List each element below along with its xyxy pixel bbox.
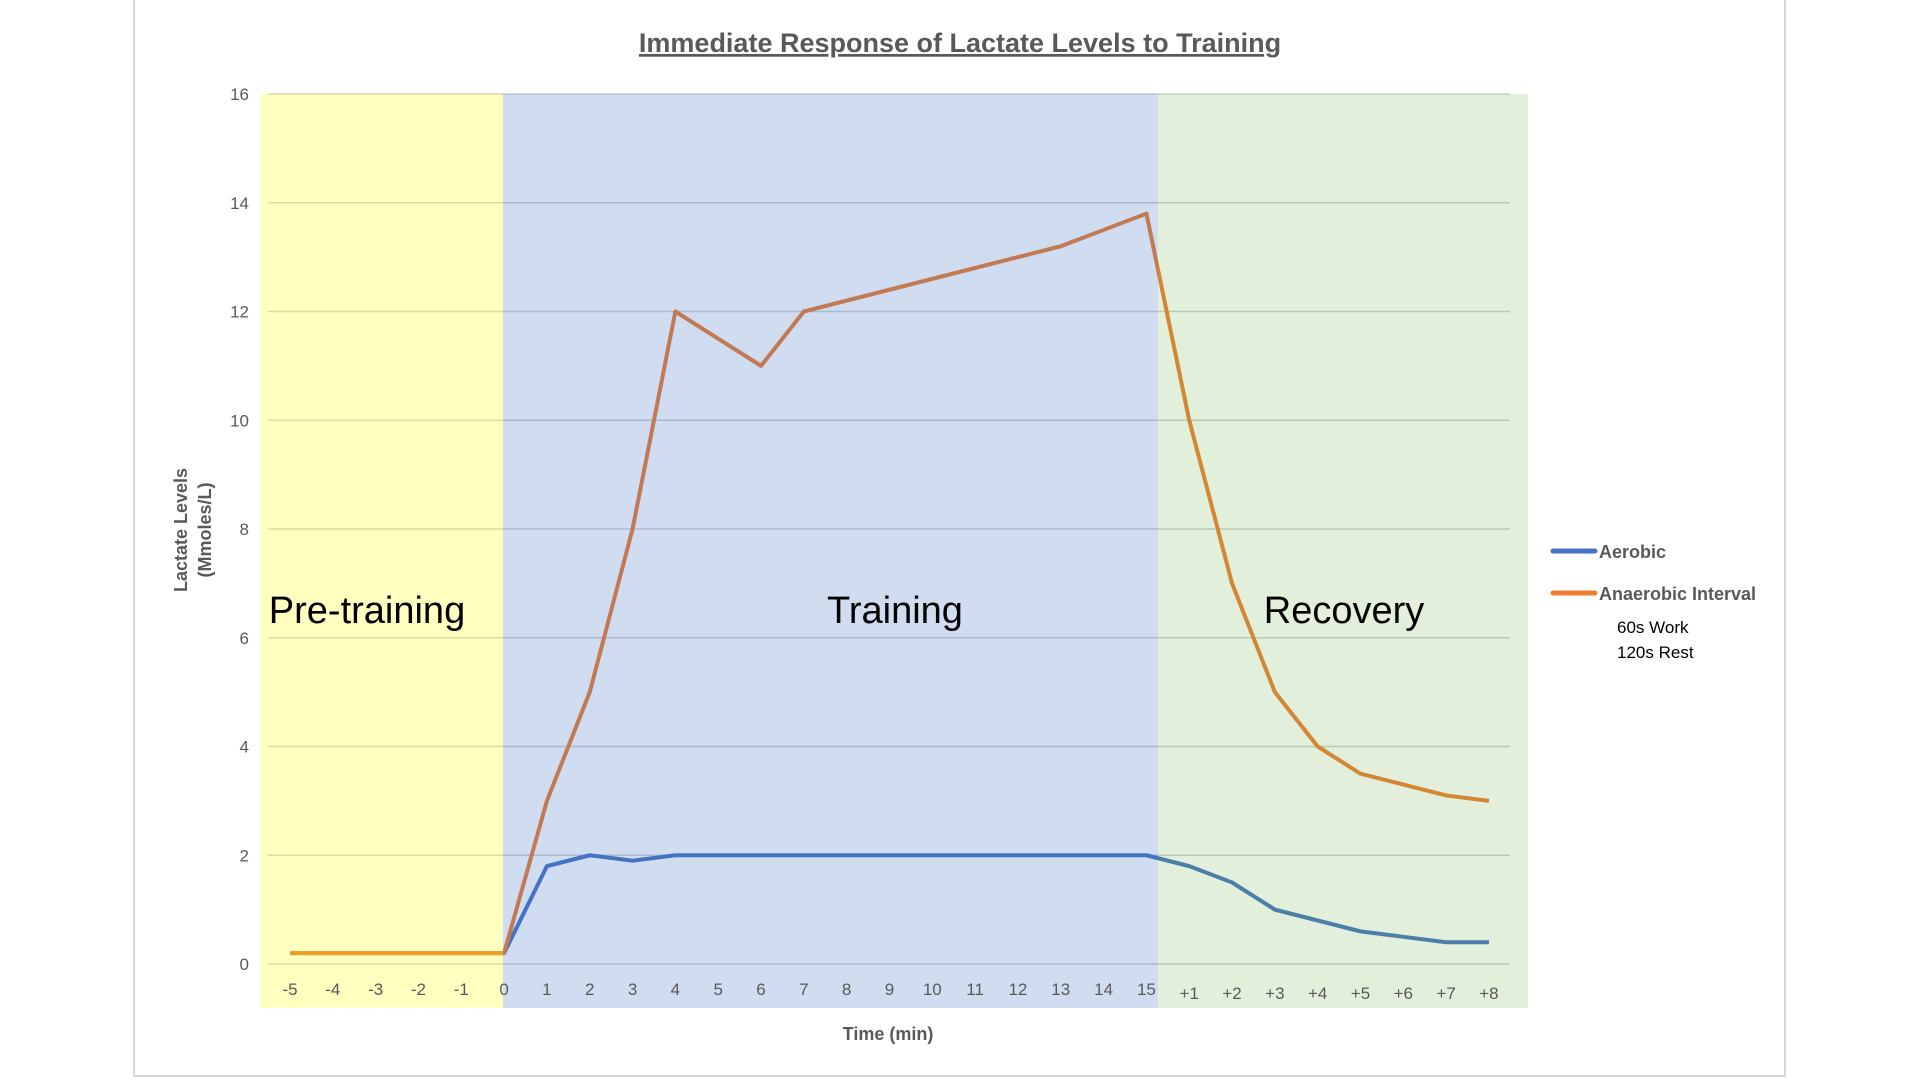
legend-note-rest: 120s Rest (1617, 643, 1694, 662)
y-tick-label: 14 (230, 194, 249, 213)
x-tick-label: 7 (799, 980, 808, 999)
x-tick-label: 3 (628, 980, 637, 999)
region-label: Recovery (1264, 590, 1425, 632)
series-line-anaerobic (290, 211, 1490, 956)
x-tick-label: -5 (282, 980, 297, 999)
x-tick-label: +3 (1265, 984, 1284, 1003)
x-tick-label: 14 (1094, 980, 1113, 999)
x-tick-label: 6 (756, 980, 765, 999)
x-tick-label: +7 (1436, 984, 1455, 1003)
chart-frame (133, 0, 1786, 1077)
y-tick-label: 10 (230, 411, 249, 430)
x-tick-label: -4 (325, 980, 340, 999)
x-tick-label: 15 (1137, 980, 1156, 999)
x-tick-label: -1 (454, 980, 469, 999)
x-tick-label: +4 (1308, 984, 1327, 1003)
x-tick-label: +1 (1180, 984, 1199, 1003)
y-axis-label-line1: Lactate Levels (171, 468, 191, 592)
x-tick-label: 12 (1008, 980, 1027, 999)
region-label: Pre-training (269, 590, 465, 632)
y-axis-label-line2: (Mmoles/L) (195, 482, 215, 577)
x-tick-label: -2 (411, 980, 426, 999)
x-tick-label: 2 (585, 980, 594, 999)
x-axis-label: Time (min) (843, 1024, 934, 1044)
x-tick-label: 0 (499, 980, 508, 999)
legend-label-anaerobic: Anaerobic Interval (1599, 584, 1756, 604)
x-tick-label: -3 (368, 980, 383, 999)
x-tick-label: +6 (1394, 984, 1413, 1003)
y-tick-label: 12 (230, 303, 249, 322)
x-tick-label: 8 (842, 980, 851, 999)
y-tick-label: 6 (240, 629, 249, 648)
x-tick-label: 10 (923, 980, 942, 999)
x-tick-label: +8 (1479, 984, 1498, 1003)
x-tick-label: +5 (1351, 984, 1370, 1003)
legend: Aerobic Anaerobic Interval 60s Work 120s… (1550, 542, 1756, 662)
x-tick-label: 9 (885, 980, 894, 999)
region-label: Training (827, 590, 963, 632)
x-tick-label: 13 (1051, 980, 1070, 999)
x-tick-label: 5 (713, 980, 722, 999)
x-tick-label: 4 (671, 980, 680, 999)
y-tick-label: 0 (240, 955, 249, 974)
y-tick-label: 8 (240, 520, 249, 539)
y-tick-label: 16 (230, 85, 249, 104)
region-recovery (1158, 94, 1528, 1008)
x-tick-label: 11 (966, 980, 984, 999)
region-pre-training (261, 94, 503, 1008)
legend-note-work: 60s Work (1617, 618, 1689, 637)
y-tick-label: 2 (240, 846, 249, 865)
x-tick-label: +2 (1222, 984, 1241, 1003)
x-tick-label: 1 (542, 980, 551, 999)
legend-label-aerobic: Aerobic (1599, 542, 1666, 562)
region-training (503, 94, 1158, 1008)
y-tick-label: 4 (240, 738, 249, 757)
chart-title: Immediate Response of Lactate Levels to … (639, 28, 1281, 58)
